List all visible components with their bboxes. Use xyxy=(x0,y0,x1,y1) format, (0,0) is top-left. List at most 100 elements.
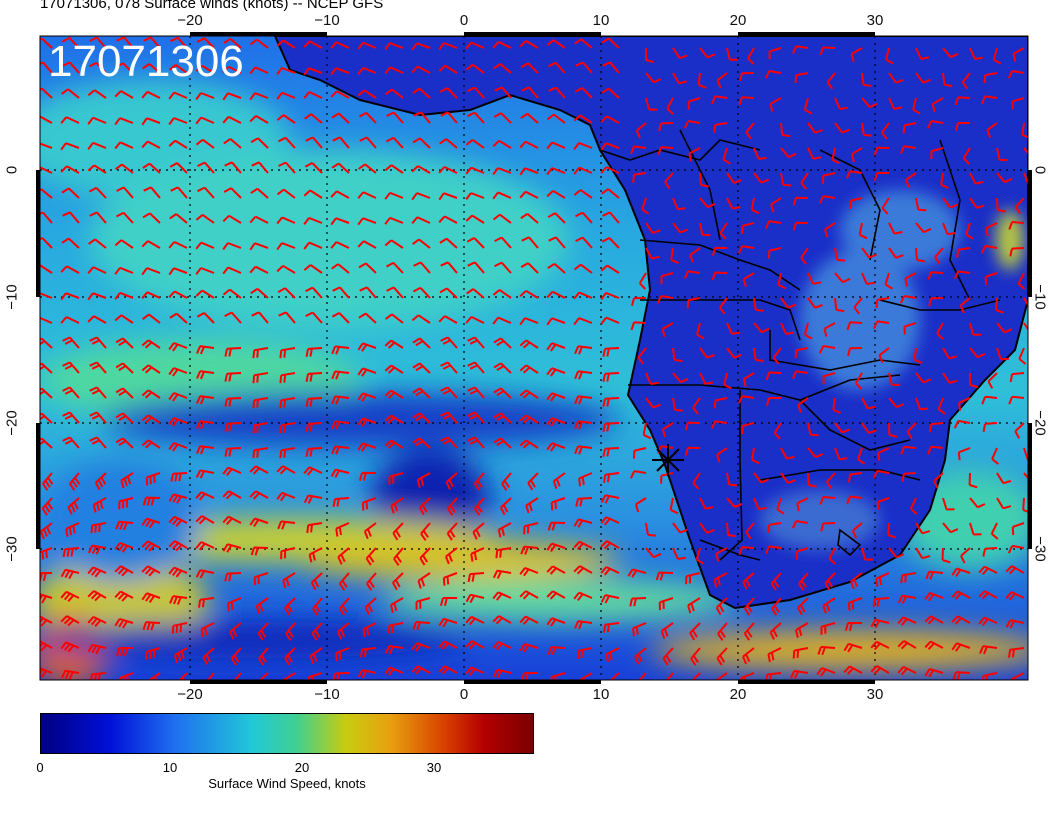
wind-barb xyxy=(689,622,701,641)
wind-barb xyxy=(143,186,161,199)
wind-barb xyxy=(465,593,485,604)
wind-barb xyxy=(753,172,770,184)
wind-barb xyxy=(419,497,431,516)
wind-barb xyxy=(141,339,161,349)
wind-barb xyxy=(843,665,863,675)
wind-barb xyxy=(358,471,377,481)
wind-barb xyxy=(357,217,377,226)
wind-barb xyxy=(951,567,971,578)
wind-map xyxy=(36,32,1032,684)
wind-barb xyxy=(492,569,512,579)
wind-barb xyxy=(872,469,890,479)
wind-barb xyxy=(547,262,566,274)
wind-barb xyxy=(996,472,1012,485)
wind-barb xyxy=(439,138,458,149)
wind-barb xyxy=(357,367,377,377)
wind-barb xyxy=(849,197,863,209)
wind-barb xyxy=(332,136,350,149)
wind-barb xyxy=(358,262,377,274)
wind-barb xyxy=(792,647,809,659)
wind-barb xyxy=(770,197,782,213)
wind-barb xyxy=(169,312,188,324)
wind-barb xyxy=(995,297,1004,314)
wind-barb xyxy=(546,290,566,299)
wind-barb xyxy=(660,272,674,285)
wind-barb xyxy=(305,372,323,382)
wind-barb xyxy=(985,222,998,237)
wind-barb xyxy=(465,640,485,650)
wind-speed-field xyxy=(40,36,1028,680)
top-tick-label: 20 xyxy=(729,12,747,29)
wind-barb xyxy=(304,113,323,124)
wind-barb xyxy=(711,246,728,256)
wind-barb xyxy=(777,272,786,290)
wind-barb xyxy=(196,370,215,380)
wind-barb xyxy=(249,465,269,475)
wind-barb xyxy=(279,397,296,409)
wind-barb xyxy=(412,238,431,249)
wind-barb xyxy=(60,165,80,174)
wind-barb xyxy=(303,494,323,504)
wind-barb xyxy=(848,472,863,483)
wind-barb xyxy=(771,597,782,616)
wind-barb xyxy=(116,186,134,199)
wind-barb xyxy=(601,37,620,49)
wind-barb xyxy=(661,322,674,337)
wind-barb xyxy=(1008,395,1025,405)
wind-barb xyxy=(335,522,350,537)
wind-barb xyxy=(996,322,1013,334)
wind-barb xyxy=(40,615,53,627)
wind-barb xyxy=(40,640,53,652)
wind-barb xyxy=(222,490,242,500)
wind-barb xyxy=(359,647,377,658)
wind-barb xyxy=(141,389,161,399)
wind-barb xyxy=(715,597,728,616)
wind-barb xyxy=(467,386,485,399)
wind-barb xyxy=(1018,347,1027,365)
wind-barb xyxy=(169,162,188,174)
wind-barb xyxy=(465,138,485,149)
wind-barb xyxy=(955,122,970,132)
wind-barb xyxy=(768,47,782,60)
wind-barb xyxy=(276,264,296,274)
wind-barb xyxy=(492,167,512,176)
wind-barb xyxy=(357,442,377,452)
wind-barb xyxy=(645,222,661,234)
wind-barb xyxy=(442,572,458,586)
wind-barb xyxy=(519,167,539,176)
wind-barb xyxy=(465,166,485,175)
wind-barb xyxy=(875,297,890,308)
wind-barb xyxy=(936,322,944,340)
wind-barb xyxy=(753,497,767,511)
wind-barb xyxy=(196,345,215,355)
wind-barb xyxy=(658,597,674,611)
wind-barb xyxy=(631,297,647,307)
wind-barb xyxy=(881,197,890,215)
wind-barb xyxy=(358,312,377,324)
wind-barb xyxy=(645,247,660,260)
wind-barb xyxy=(803,97,813,115)
wind-barb xyxy=(661,422,674,438)
wind-barb xyxy=(710,420,728,429)
wind-barb xyxy=(683,270,701,279)
wind-barb xyxy=(250,187,269,199)
wind-barb xyxy=(931,97,944,112)
wind-barb xyxy=(94,472,107,491)
wind-barb xyxy=(969,497,986,509)
wind-barb xyxy=(466,237,485,249)
wind-barb xyxy=(440,361,458,374)
wind-barb xyxy=(142,621,161,631)
wind-barb xyxy=(655,571,674,581)
wind-barb xyxy=(574,370,593,380)
wind-barb xyxy=(276,188,296,199)
wind-barb xyxy=(600,494,620,504)
wind-barb xyxy=(40,264,53,274)
wind-barb xyxy=(62,336,80,349)
wind-barb xyxy=(170,36,188,49)
wind-barb xyxy=(466,288,485,299)
wind-barb xyxy=(765,672,782,680)
wind-barb xyxy=(601,188,620,199)
wind-barb xyxy=(637,347,647,365)
wind-barb xyxy=(634,647,647,665)
wind-barb xyxy=(222,214,242,224)
